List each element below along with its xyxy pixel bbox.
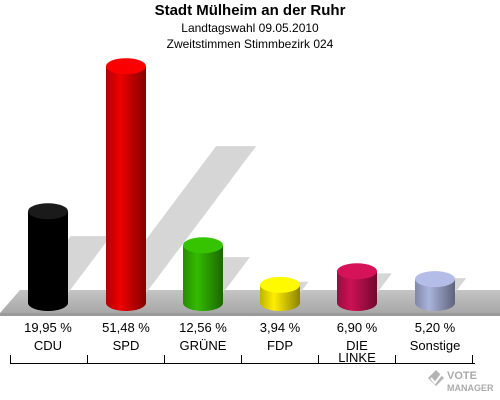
bar-cap-1 [106,58,146,75]
bar-body-5 [415,279,455,311]
bar-body-2 [183,245,223,311]
bar-cdu [28,203,68,311]
voting-check-icon [428,370,445,386]
chart-subtitle-election: Landtagswahl 09.05.2010 [181,21,319,35]
category-label-5: Sonstige [410,338,461,353]
watermark-manager: MANAGER [447,383,494,393]
bar-gr-ne [183,237,223,311]
category-label-1: SPD [113,338,140,353]
bar-die-linke [337,263,377,311]
value-labels: 19,95 % 51,48 % 12,56 % 3,94 % 6,90 % 5,20 % [24,320,456,335]
category-label-4-1: LINKE [338,350,376,365]
category-axis [10,355,475,364]
bar-cap-2 [183,237,223,254]
bar-cap-5 [415,271,455,288]
bar-sonstige [415,271,455,311]
chart-floor-edge [0,313,500,316]
chart-subtitle-district: Zweitstimmen Stimmbezirk 024 [166,37,334,51]
bar-spd [106,58,146,311]
bar-cap-0 [28,203,68,220]
value-label-5: 5,20 % [415,320,456,335]
bar-cap-3 [260,276,300,293]
category-label-0: CDU [34,338,62,353]
category-label-3: FDP [267,338,293,353]
bar-body-4 [337,271,377,311]
category-label-2: GRÜNE [180,338,227,353]
value-label-3: 3,94 % [260,320,301,335]
bar-cap-4 [337,263,377,280]
bar-body-0 [28,211,68,311]
chart-title: Stadt Mülheim an der Ruhr [154,2,346,19]
bars [28,58,455,311]
watermark-vote: VOTE [447,370,477,382]
bar-body-1 [106,66,146,311]
watermark: VOTE MANAGER [428,370,494,393]
bar-shadows [28,146,467,293]
value-label-1: 51,48 % [102,320,150,335]
category-label-4-0: DIE [346,338,368,353]
value-label-2: 12,56 % [179,320,227,335]
value-label-4: 6,90 % [337,320,378,335]
value-label-0: 19,95 % [24,320,72,335]
bar-fdp [260,276,300,311]
